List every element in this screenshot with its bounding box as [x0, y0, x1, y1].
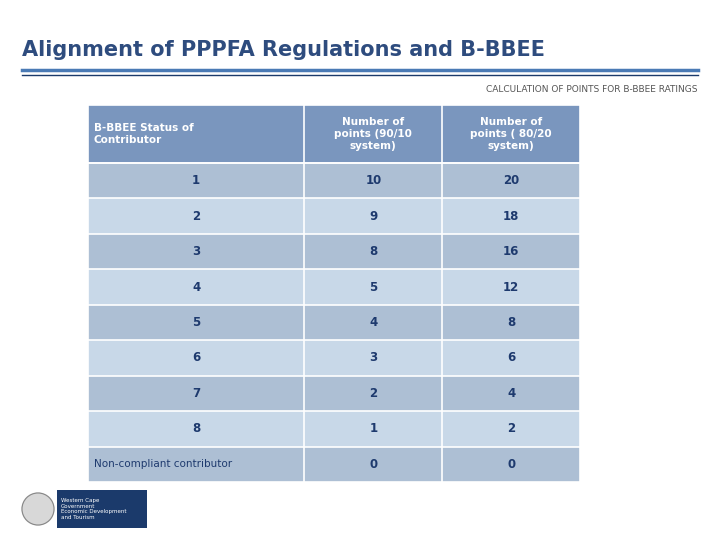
Text: 18: 18: [503, 210, 519, 222]
Text: Alignment of PPPFA Regulations and B-BBEE: Alignment of PPPFA Regulations and B-BBE…: [22, 40, 545, 60]
Bar: [88, 340, 305, 376]
Bar: [442, 163, 580, 198]
Text: 4: 4: [369, 316, 377, 329]
Text: 1: 1: [369, 422, 377, 435]
Circle shape: [22, 493, 54, 525]
Text: 6: 6: [507, 352, 516, 365]
Bar: [88, 376, 305, 411]
Text: Number of
points (90/10
system): Number of points (90/10 system): [334, 117, 413, 151]
Text: 0: 0: [369, 458, 377, 471]
Bar: [88, 269, 305, 305]
Bar: [88, 163, 305, 198]
Bar: [88, 198, 305, 234]
Text: 7: 7: [192, 387, 200, 400]
Text: 12: 12: [503, 281, 519, 294]
Bar: [57, 490, 147, 528]
Text: 2: 2: [369, 387, 377, 400]
Bar: [442, 376, 580, 411]
Text: 5: 5: [369, 281, 377, 294]
Bar: [442, 269, 580, 305]
Bar: [88, 105, 305, 163]
Bar: [305, 163, 442, 198]
Text: 2: 2: [192, 210, 200, 222]
Bar: [305, 105, 442, 163]
Text: Number of
points ( 80/20
system): Number of points ( 80/20 system): [470, 117, 552, 151]
Bar: [305, 376, 442, 411]
Text: 4: 4: [192, 281, 200, 294]
Text: 8: 8: [507, 316, 516, 329]
Text: 20: 20: [503, 174, 519, 187]
Text: Non-compliant contributor: Non-compliant contributor: [94, 460, 232, 469]
Bar: [305, 234, 442, 269]
Text: 1: 1: [192, 174, 200, 187]
Text: Western Cape
Government
Economic Development
and Tourism: Western Cape Government Economic Develop…: [61, 498, 127, 520]
Bar: [442, 411, 580, 447]
Bar: [305, 411, 442, 447]
Bar: [305, 269, 442, 305]
Bar: [88, 234, 305, 269]
Bar: [88, 411, 305, 447]
Text: B-BBEE Status of
Contributor: B-BBEE Status of Contributor: [94, 123, 194, 145]
Text: 8: 8: [369, 245, 377, 258]
Bar: [442, 340, 580, 376]
Bar: [305, 305, 442, 340]
Text: CALCULATION OF POINTS FOR B-BBEE RATINGS: CALCULATION OF POINTS FOR B-BBEE RATINGS: [487, 85, 698, 94]
Bar: [305, 198, 442, 234]
Text: 8: 8: [192, 422, 200, 435]
Bar: [442, 447, 580, 482]
Text: 3: 3: [192, 245, 200, 258]
Text: 3: 3: [369, 352, 377, 365]
Text: 2: 2: [507, 422, 516, 435]
Bar: [442, 305, 580, 340]
Text: 5: 5: [192, 316, 200, 329]
Bar: [88, 305, 305, 340]
Text: 9: 9: [369, 210, 377, 222]
Text: 10: 10: [365, 174, 382, 187]
Bar: [442, 105, 580, 163]
Text: 16: 16: [503, 245, 519, 258]
Bar: [305, 340, 442, 376]
Bar: [88, 447, 305, 482]
Bar: [305, 447, 442, 482]
Text: 0: 0: [507, 458, 516, 471]
Text: 4: 4: [507, 387, 516, 400]
Text: 6: 6: [192, 352, 200, 365]
Bar: [442, 198, 580, 234]
Bar: [442, 234, 580, 269]
